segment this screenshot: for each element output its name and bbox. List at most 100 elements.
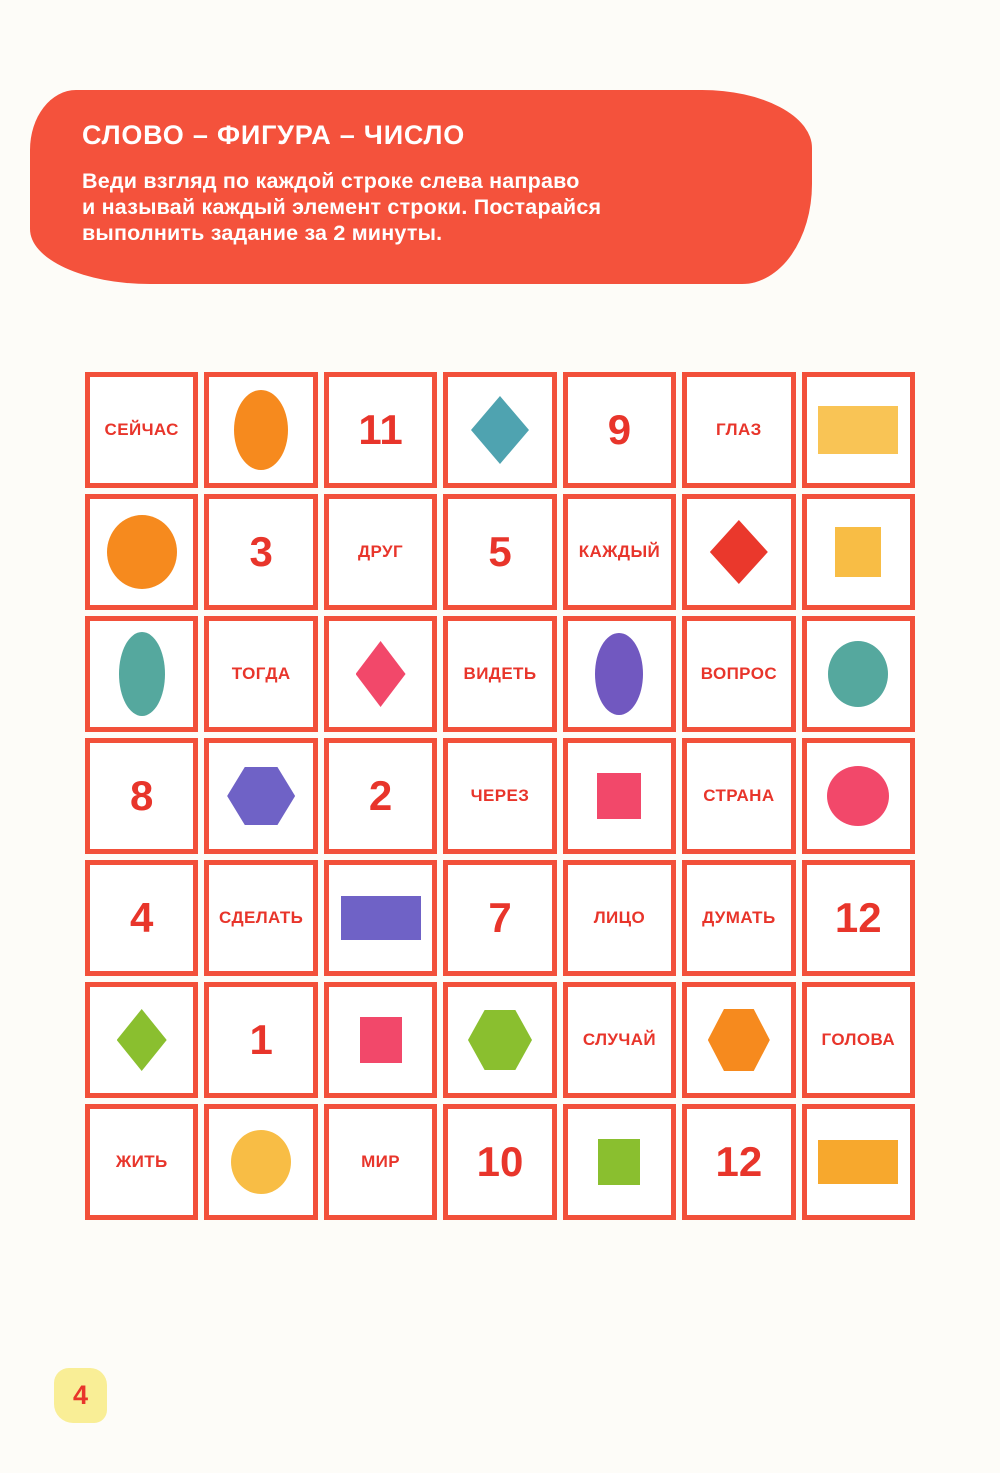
grid-cell-r7c1: ЖИТЬ xyxy=(85,1104,199,1220)
cell-word: СДЕЛАТЬ xyxy=(219,908,304,927)
grid-cell-r4c7 xyxy=(801,738,915,854)
instruction-line: выполнить задание за 2 минуты. xyxy=(82,221,443,245)
periwinkle-hexagon-shape xyxy=(227,767,296,825)
cell-word: ГОЛОВА xyxy=(821,1030,896,1049)
orange-ellipse-shape xyxy=(234,390,289,470)
amber-rectangle-shape xyxy=(818,1140,899,1184)
lightyellow-rectangle-shape xyxy=(818,406,899,454)
green-hexagon-shape xyxy=(467,1010,532,1070)
page-number-badge: 4 xyxy=(54,1368,107,1423)
grid-cell-r1c7 xyxy=(801,372,915,488)
pink-square-shape xyxy=(597,773,642,819)
grid-cell-r2c6 xyxy=(682,494,796,610)
grid-cell-r1c1: СЕЙЧАС xyxy=(85,372,199,488)
grid-cell-r4c2 xyxy=(204,738,318,854)
cell-word: МИР xyxy=(361,1152,401,1171)
cell-word: ВОПРОС xyxy=(700,664,777,683)
grid-cell-r3c4: ВИДЕТЬ xyxy=(443,616,557,732)
cell-word: СЛУЧАЙ xyxy=(582,1030,657,1049)
cell-word: ТОГДА xyxy=(231,664,291,683)
orange-hexagon-shape xyxy=(707,1009,770,1071)
pink-diamond-shape xyxy=(355,641,406,707)
grid-cell-r2c3: ДРУГ xyxy=(323,494,438,610)
periwinkle-rectangle-shape xyxy=(340,896,421,940)
grid-cell-r6c5: СЛУЧАЙ xyxy=(562,982,677,1098)
grid-cell-r6c4 xyxy=(443,982,557,1098)
cell-number: 1 xyxy=(249,1016,273,1063)
yellow-circle-shape xyxy=(231,1130,292,1194)
grid-cell-r4c5 xyxy=(562,738,677,854)
cell-number: 9 xyxy=(607,406,632,453)
grid-cell-r3c6: ВОПРОС xyxy=(682,616,796,732)
grid-cell-r5c4: 7 xyxy=(443,860,557,976)
grid: СЕЙЧАС 11 9 ГЛАЗ 3 ДРУГ 5 КАЖДЫЙ ТОГДА ВИДЕТЬ ВОПР… xyxy=(85,372,915,1220)
grid-cell-r6c3 xyxy=(323,982,438,1098)
seagreen-ellipse-shape xyxy=(118,632,165,716)
grid-cell-r2c2: 3 xyxy=(204,494,318,610)
grid-cell-r5c2: СДЕЛАТЬ xyxy=(204,860,318,976)
grid-cell-r3c1 xyxy=(85,616,199,732)
grid-cell-r4c6: СТРАНА xyxy=(682,738,796,854)
grid-cell-r3c5 xyxy=(562,616,677,732)
cell-number: 11 xyxy=(358,406,403,453)
grid-cell-r1c5: 9 xyxy=(562,372,677,488)
page-title: СЛОВО – ФИГУРА – ЧИСЛО xyxy=(82,120,466,150)
grid-cell-r7c7 xyxy=(801,1104,915,1220)
green-diamond-shape xyxy=(116,1009,167,1071)
grid-cell-r3c3 xyxy=(323,616,438,732)
cell-number: 2 xyxy=(368,772,393,819)
instruction-line: и называй каждый элемент строки. Постара… xyxy=(82,195,602,219)
grid-cell-r5c5: ЛИЦО xyxy=(562,860,677,976)
grid-cell-r1c3: 11 xyxy=(323,372,438,488)
grid-cell-r5c3 xyxy=(323,860,438,976)
grid-cell-r6c2: 1 xyxy=(204,982,318,1098)
grid-cell-r7c5 xyxy=(562,1104,677,1220)
grid-cell-r4c1: 8 xyxy=(85,738,199,854)
grid-cell-r1c2 xyxy=(204,372,318,488)
cell-number: 12 xyxy=(715,1138,763,1185)
purple-ellipse-shape xyxy=(595,633,644,715)
grid-cell-r2c4: 5 xyxy=(443,494,557,610)
grid-cell-r4c4: ЧЕРЕЗ xyxy=(443,738,557,854)
cell-word: ЖИТЬ xyxy=(115,1152,168,1171)
grid-cell-r7c4: 10 xyxy=(443,1104,557,1220)
grid-cell-r2c1 xyxy=(85,494,199,610)
grid-cell-r2c7 xyxy=(801,494,915,610)
header-blob: СЛОВО – ФИГУРА – ЧИСЛО Веди взгляд по ка… xyxy=(30,90,812,284)
yellow-square-shape xyxy=(835,527,882,577)
cell-word: ВИДЕТЬ xyxy=(463,664,537,683)
cell-number: 8 xyxy=(130,772,154,819)
cell-word: ЧЕРЕЗ xyxy=(470,786,530,805)
grid-cell-r6c6 xyxy=(682,982,796,1098)
grid-cell-r5c7: 12 xyxy=(801,860,915,976)
instructions: Веди взгляд по каждой строке слева напра… xyxy=(82,168,792,246)
cell-word: ДУМАТЬ xyxy=(702,908,776,927)
orange-circle-shape xyxy=(106,515,177,589)
grid-cell-r5c6: ДУМАТЬ xyxy=(682,860,796,976)
grid-cell-r7c6: 12 xyxy=(682,1104,796,1220)
seagreen-ellipse-shape xyxy=(828,641,889,707)
cell-number: 12 xyxy=(834,894,882,941)
cell-number: 10 xyxy=(476,1138,524,1185)
cell-word: ГЛАЗ xyxy=(716,420,762,439)
grid-cell-r3c7 xyxy=(801,616,915,732)
grid-cell-r4c3: 2 xyxy=(323,738,438,854)
cell-word: КАЖДЫЙ xyxy=(578,542,661,561)
grid-cell-r3c2: ТОГДА xyxy=(204,616,318,732)
grid-cell-r6c7: ГОЛОВА xyxy=(801,982,915,1098)
cell-number: 3 xyxy=(249,528,273,575)
page-number: 4 xyxy=(72,1380,89,1410)
grid-cell-r1c4 xyxy=(443,372,557,488)
cell-word: СЕЙЧАС xyxy=(104,420,179,439)
instruction-line: Веди взгляд по каждой строке слева напра… xyxy=(82,169,580,193)
grid-cell-r1c6: ГЛАЗ xyxy=(682,372,796,488)
green-square-shape xyxy=(598,1139,641,1185)
grid-cell-r2c5: КАЖДЫЙ xyxy=(562,494,677,610)
cell-word: СТРАНА xyxy=(703,786,775,805)
pink-square-shape xyxy=(359,1017,402,1063)
grid-cell-r5c1: 4 xyxy=(85,860,199,976)
grid-cell-r7c3: МИР xyxy=(323,1104,438,1220)
cell-number: 5 xyxy=(488,528,512,575)
grid-cell-r6c1 xyxy=(85,982,199,1098)
